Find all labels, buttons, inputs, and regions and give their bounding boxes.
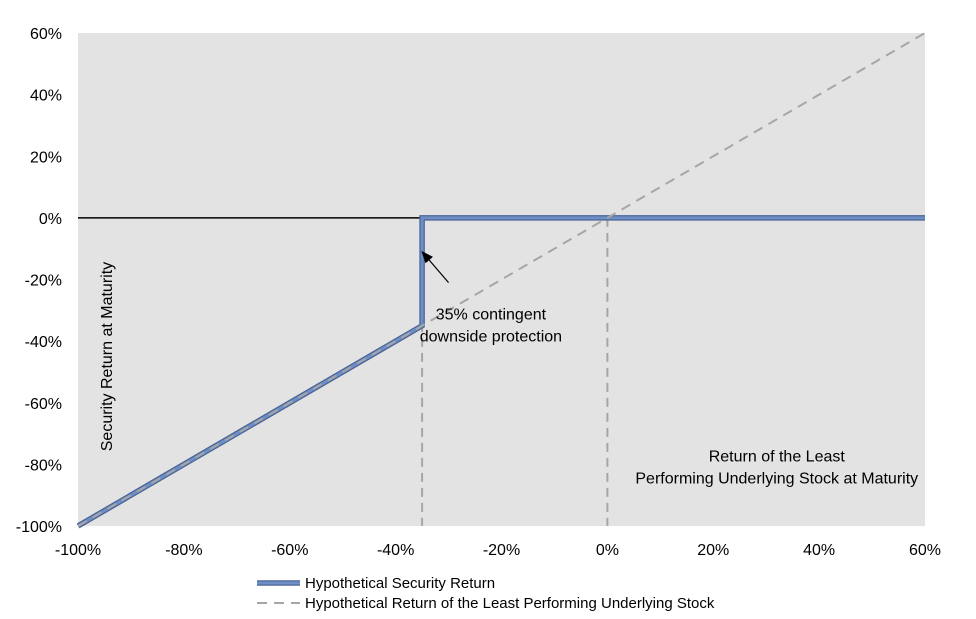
y-tick-label: 40% [30, 88, 62, 105]
x-tick-label: -60% [271, 542, 308, 559]
x-axis-title-line-0: Return of the Least [709, 448, 846, 465]
y-tick-label: -20% [25, 273, 62, 290]
annotation-arrow [421, 251, 450, 283]
series-line-1 [77, 32, 926, 527]
x-tick-label: -80% [165, 542, 202, 559]
x-tick-label: 40% [803, 542, 835, 559]
y-tick-label: 0% [39, 211, 62, 228]
y-tick-label: -60% [25, 396, 62, 413]
x-tick-label: 0% [596, 542, 619, 559]
y-tick-label: -100% [16, 519, 62, 536]
series-line-0 [77, 216, 925, 528]
legend-label-0: Hypothetical Security Return [305, 575, 495, 592]
x-tick-label: -20% [483, 542, 520, 559]
y-tick-label: -40% [25, 334, 62, 351]
y-axis-title: Security Return at Maturity [99, 262, 116, 451]
x-tick-label: 60% [909, 542, 941, 559]
annotation-line-1: downside protection [420, 329, 562, 346]
y-tick-label: 60% [30, 26, 62, 43]
x-tick-label: -100% [55, 542, 101, 559]
legend-label-1: Hypothetical Return of the Least Perform… [305, 595, 715, 612]
y-tick-label: -80% [25, 457, 62, 474]
annotation-text: 35% contingent downside protection [420, 307, 562, 346]
x-axis-title-line-1: Performing Underlying Stock at Maturity [635, 470, 918, 487]
x-tick-label: -40% [377, 542, 414, 559]
x-tick-label: 20% [697, 542, 729, 559]
x-axis-title: Return of the Least Performing Underlying… [635, 448, 918, 487]
y-tick-label: 20% [30, 149, 62, 166]
annotation-line-0: 35% contingent [436, 307, 547, 324]
